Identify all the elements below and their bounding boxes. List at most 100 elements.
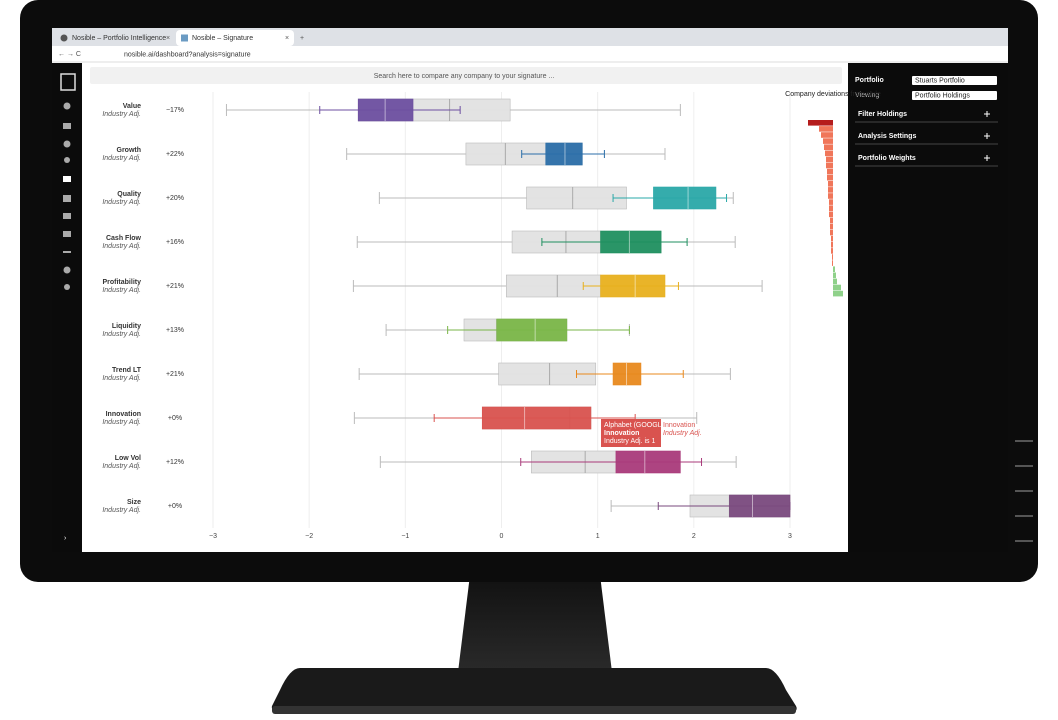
- factor-sublabel: Industry Adj.: [102, 331, 141, 338]
- deviation-bar: [819, 126, 833, 132]
- factor-change: +20%: [166, 195, 184, 202]
- factor-name: Size: [127, 499, 141, 506]
- factor-sublabel: Industry Adj.: [102, 375, 141, 382]
- deviation-bar: [808, 120, 833, 126]
- box: [496, 318, 568, 342]
- address-bar: [52, 46, 1008, 62]
- button: [1015, 540, 1033, 542]
- nav-icons: ›: [60, 73, 76, 542]
- deviation-bar: [828, 187, 833, 193]
- portfolio-select[interactable]: [912, 76, 997, 85]
- tooltip-detail: Industry Adj. is 1: [604, 438, 655, 445]
- panel-sections: Filter Holdings Analysis Settings Portfoli…: [855, 111, 998, 167]
- tab-icon: [60, 34, 68, 42]
- tab-close[interactable]: ×: [166, 35, 170, 42]
- nav-icon[interactable]: [64, 157, 70, 163]
- deviations-title: Company deviations from style: [785, 91, 881, 98]
- deviation-bar: [829, 205, 833, 211]
- search-box[interactable]: [90, 67, 842, 84]
- deviation-bar: [830, 229, 833, 236]
- factor-name: Innovation: [106, 411, 141, 418]
- nav-icon[interactable]: [63, 195, 71, 202]
- factor-sublabel: Industry Adj.: [102, 199, 141, 206]
- factor-sublabel: Industry Adj.: [102, 507, 141, 514]
- viewing-value[interactable]: Portfolio Holdings: [915, 92, 970, 99]
- nav-buttons[interactable]: ← → C: [58, 51, 81, 58]
- deviation-bar: [831, 248, 833, 254]
- factor-sublabel: Industry Adj.: [102, 463, 141, 470]
- factor-change: +0%: [168, 415, 182, 422]
- section-title[interactable]: Analysis Settings: [858, 133, 916, 140]
- deviation-bar: [833, 284, 841, 291]
- deviation-bar: [825, 150, 833, 157]
- factor-change: +21%: [166, 283, 184, 290]
- monitor-buttons: [1015, 440, 1033, 542]
- tab[interactable]: [56, 30, 174, 46]
- factor-name: Growth: [117, 147, 142, 154]
- section-title[interactable]: Portfolio Weights: [858, 155, 916, 162]
- factor-sublabel: Industry Adj.: [102, 155, 141, 162]
- deviation-bar: [832, 260, 833, 266]
- factor-change: +12%: [166, 459, 184, 466]
- box: [729, 494, 791, 518]
- deviation-bars: [808, 120, 843, 297]
- nav-icon[interactable]: [63, 123, 71, 129]
- factor-change: +22%: [166, 151, 184, 158]
- deviation-bar: [828, 181, 833, 187]
- button: [1015, 465, 1033, 467]
- button: [1015, 490, 1033, 492]
- nav-icon[interactable]: [63, 231, 71, 237]
- factor-change: +13%: [166, 327, 184, 334]
- tab-icon: [181, 34, 188, 42]
- factor-name: Liquidity: [112, 323, 141, 330]
- factor-sublabel: Industry Adj.: [102, 419, 141, 426]
- nav-icon[interactable]: [63, 213, 71, 219]
- tooltip-company: Alphabet (GOOGL): [604, 422, 664, 429]
- expand[interactable]: ›: [64, 535, 67, 542]
- factor-change: −17%: [166, 107, 184, 114]
- search-placeholder[interactable]: Search here to compare any company to yo…: [374, 73, 555, 80]
- nav-icon[interactable]: [63, 176, 71, 182]
- x-tick-label: 1: [596, 533, 600, 540]
- button: [1015, 440, 1033, 442]
- tab-title: Nosible – Signature: [192, 35, 253, 42]
- nav-icon[interactable]: [63, 140, 71, 148]
- factor-name: Quality: [117, 191, 141, 198]
- section-title[interactable]: Filter Holdings: [858, 111, 907, 118]
- factor-sublabel: Industry Adj.: [102, 287, 141, 294]
- tab-close[interactable]: ×: [285, 35, 289, 42]
- new-tab[interactable]: +: [300, 35, 304, 42]
- factor-change: +0%: [168, 503, 182, 510]
- tooltip-factor: Innovation: [604, 430, 639, 437]
- x-tick-label: −1: [401, 533, 409, 540]
- monitor-neck: [458, 575, 612, 672]
- nav-icon[interactable]: [63, 251, 71, 253]
- deviation-bar: [832, 254, 833, 260]
- viewing-select[interactable]: [912, 91, 997, 100]
- deviation-bar: [833, 272, 836, 279]
- factor-name: Trend LT: [112, 367, 142, 374]
- left-sidebar: [52, 63, 82, 552]
- deviation-bar: [828, 193, 833, 199]
- logo: [60, 73, 76, 91]
- box: [653, 186, 717, 210]
- x-tick-label: 0: [500, 533, 504, 540]
- x-tick-label: −2: [305, 533, 313, 540]
- deviation-bar: [830, 223, 833, 230]
- x-tick-label: −3: [209, 533, 217, 540]
- tab-active[interactable]: [176, 30, 294, 46]
- button: [1015, 515, 1033, 517]
- box: [481, 406, 592, 430]
- nav-icon[interactable]: [64, 284, 70, 290]
- nav-icon[interactable]: [63, 266, 71, 274]
- nav-icon[interactable]: [63, 102, 71, 110]
- portfolio-value[interactable]: Stuarts Portfolio: [915, 77, 965, 84]
- tooltip: [601, 419, 661, 447]
- url[interactable]: nosible.ai/dashboard?analysis=signature: [124, 51, 251, 58]
- deviation-bar: [831, 235, 833, 242]
- deviation-bar: [824, 144, 833, 150]
- deviation-bar: [829, 211, 833, 218]
- deviation-bar: [829, 199, 833, 205]
- deviation-bar: [833, 290, 843, 297]
